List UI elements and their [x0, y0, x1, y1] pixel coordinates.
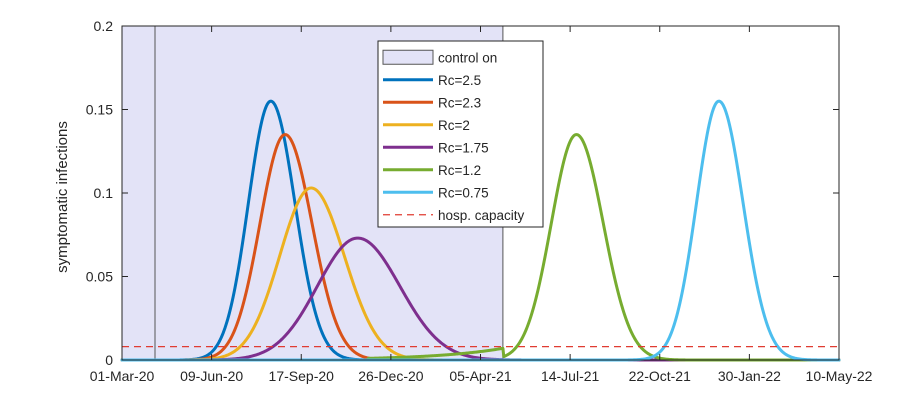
legend-box	[377, 40, 544, 228]
x-tick-label: 30-Jan-22	[718, 368, 781, 384]
legend-label-control-on: control on	[438, 50, 497, 65]
x-tick-label: 22-Oct-21	[629, 368, 691, 384]
y-tick-label: 0.15	[86, 102, 113, 118]
legend-label-rc-2-3: Rc=2.3	[438, 95, 481, 110]
x-tick-label: 14-Jul-21	[541, 368, 600, 384]
ticks-layer: 01-Mar-20 09-Jun-20 17-Sep-20 26-Dec-20 05-A…	[86, 18, 873, 384]
legend-label-rc-1-75: Rc=1.75	[438, 140, 489, 155]
y-tick-label: 0.1	[94, 185, 114, 201]
y-axis-label: symptomatic infections	[54, 121, 71, 273]
x-tick-label: 26-Dec-20	[358, 368, 424, 384]
legend: control on Rc=2.5 Rc=2.3 Rc=2 Rc=1.75 Rc=1.2 R…	[377, 40, 544, 228]
x-tick-label: 01-Mar-20	[90, 368, 155, 384]
legend-label-rc-2-5: Rc=2.5	[438, 73, 481, 88]
x-tick-label: 17-Sep-20	[269, 368, 335, 384]
x-tick-label: 05-Apr-21	[449, 368, 511, 384]
legend-label-rc-0-75: Rc=0.75	[438, 185, 489, 200]
y-tick-label: 0.2	[94, 18, 114, 34]
x-tick-label: 10-May-22	[806, 368, 873, 384]
legend-label-rc-1-2: Rc=1.2	[438, 163, 481, 178]
y-tick-label: 0.05	[86, 269, 113, 285]
legend-swatch-control-on	[382, 49, 434, 65]
y-tick-label: 0	[105, 352, 113, 368]
x-tick-label: 09-Jun-20	[180, 368, 243, 384]
legend-label-rc-2: Rc=2	[438, 118, 470, 133]
legend-label-hosp-capacity: hosp. capacity	[438, 208, 525, 223]
